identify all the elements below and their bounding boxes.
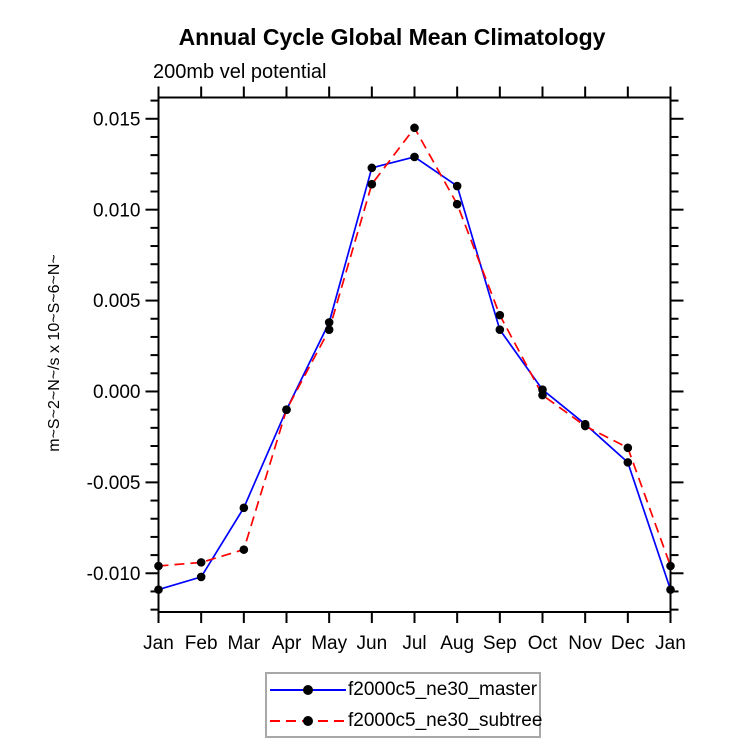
data-point-marker: [452, 199, 462, 209]
y-axis-label: m~S~2~N~/s x 10~S~6~N~: [46, 254, 63, 452]
data-point-marker: [495, 325, 505, 334]
data-point-marker: [196, 572, 206, 582]
x-axis-tick-label: Mar: [227, 633, 260, 654]
x-axis-tick-label: Jul: [402, 633, 426, 654]
data-point-marker: [154, 585, 163, 594]
data-point-marker: [623, 443, 633, 453]
legend-item-subtree: f2000c5_ne30_subtree: [267, 706, 543, 736]
legend-marker-dot-icon: [303, 684, 313, 695]
plot-frame: [157, 96, 672, 613]
data-point-marker: [282, 405, 291, 414]
x-axis-tick-label: Oct: [528, 633, 558, 654]
x-axis-tick-label: Aug: [440, 633, 474, 654]
y-axis-tick-label: 0.015: [93, 109, 141, 130]
series-line-master: [158, 155, 672, 591]
legend-line-sample-master: [270, 684, 346, 695]
data-point-marker: [538, 390, 547, 400]
legend-label-master: f2000c5_ne30_master: [348, 678, 538, 700]
data-point-marker: [154, 561, 163, 571]
data-point-marker: [495, 310, 505, 320]
data-point-marker: [623, 458, 633, 467]
data-point-marker: [367, 163, 377, 173]
x-axis-tick-label: Sep: [483, 633, 517, 654]
y-axis-tick-label: -0.010: [87, 564, 141, 585]
data-point-marker: [452, 181, 462, 191]
legend-label-subtree: f2000c5_ne30_subtree: [348, 709, 543, 731]
x-axis-tick-label: May: [311, 633, 347, 654]
x-axis-tick-label: Nov: [568, 633, 602, 654]
data-point-marker: [196, 558, 206, 567]
x-axis-tick-label: Feb: [185, 633, 218, 654]
data-point-marker: [580, 421, 590, 431]
data-point-marker: [324, 325, 334, 334]
x-axis-tick-label: Dec: [611, 633, 645, 654]
legend: f2000c5_ne30_master f2000c5_ne30_subtree: [265, 672, 543, 738]
data-point-marker: [666, 585, 675, 594]
y-axis-tick-label: 0.005: [93, 291, 141, 312]
data-point-marker: [239, 545, 249, 554]
legend-item-master: f2000c5_ne30_master: [267, 675, 539, 705]
chart-title: Annual Cycle Global Mean Climatology: [178, 24, 606, 50]
x-axis-tick-label: Jun: [357, 633, 388, 654]
legend-line-sample-subtree: [270, 715, 346, 726]
data-point-marker: [324, 318, 334, 327]
y-axis-tick-label: 0.010: [93, 200, 141, 221]
chart-subtitle: 200mb vel potential: [153, 61, 327, 83]
y-axis-tick-label: 0.000: [93, 382, 141, 403]
x-axis-tick-label: Jan: [655, 633, 686, 654]
x-axis-tick-label: Jan: [143, 633, 174, 654]
legend-marker-dot-icon: [303, 715, 313, 726]
data-point-marker: [239, 503, 249, 513]
data-point-marker: [367, 179, 377, 189]
data-point-marker: [666, 561, 675, 571]
y-axis-tick-label: -0.005: [87, 473, 141, 494]
x-axis-tick-label: Apr: [272, 633, 302, 654]
data-point-marker: [410, 152, 419, 162]
series-line-subtree: [158, 126, 672, 567]
data-point-marker: [410, 123, 419, 133]
